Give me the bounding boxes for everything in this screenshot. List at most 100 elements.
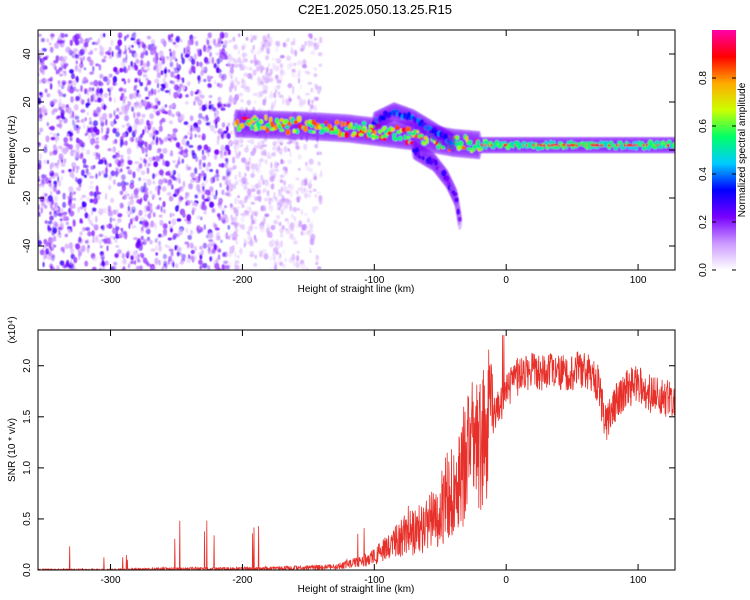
noise-blob (52, 144, 57, 150)
noise-blob (115, 45, 121, 50)
noise-blob (71, 174, 76, 180)
noise-blob (65, 107, 70, 113)
noise-blob (111, 218, 116, 222)
noise-blob (207, 32, 212, 39)
noise-blob (263, 253, 269, 260)
noise-blob (132, 209, 135, 214)
noise-blob (187, 123, 191, 128)
noise-blob (242, 58, 248, 63)
noise-blob (313, 37, 317, 41)
noise-blob (50, 266, 56, 270)
noise-blob (108, 174, 113, 181)
noise-blob (259, 90, 264, 98)
noise-blob (278, 82, 283, 86)
noise-blob (214, 80, 217, 85)
noise-blob (150, 220, 155, 228)
noise-blob (134, 77, 138, 83)
noise-blob (144, 146, 148, 154)
noise-blob (240, 85, 245, 89)
noise-blob (144, 205, 150, 211)
noise-blob (166, 135, 172, 139)
noise-blob (217, 128, 222, 135)
y-tick-label: 0 (22, 147, 33, 153)
noise-blob (131, 225, 137, 229)
noise-blob (184, 101, 189, 105)
noise-blob (121, 60, 126, 67)
noise-blob (60, 109, 65, 116)
noise-blob (49, 125, 55, 131)
noise-blob (99, 116, 105, 123)
noise-blob (170, 33, 174, 38)
noise-blob (268, 204, 274, 212)
noise-blob (115, 245, 120, 248)
noise-blob (129, 93, 134, 100)
noise-blob (138, 177, 142, 182)
noise-blob (89, 59, 94, 66)
noise-blob (155, 244, 158, 251)
noise-blob (78, 70, 82, 74)
noise-blob (84, 88, 88, 95)
noise-blob (98, 171, 101, 177)
noise-blob (124, 104, 130, 112)
noise-blob (188, 183, 194, 190)
noise-blob (286, 55, 292, 61)
noise-blob (115, 226, 120, 231)
noise-blob (51, 151, 54, 156)
noise-blob (211, 208, 216, 213)
noise-blob (87, 127, 91, 133)
noise-blob (241, 45, 245, 51)
noise-blob (317, 52, 323, 57)
noise-blob (275, 197, 278, 202)
noise-blob (165, 82, 169, 89)
noise-blob (253, 217, 258, 225)
noise-blob (145, 50, 149, 56)
noise-blob (187, 131, 191, 135)
noise-blob (153, 46, 157, 54)
noise-blob (217, 235, 221, 241)
noise-blob (162, 253, 167, 260)
noise-blob (113, 209, 117, 215)
noise-blob (246, 86, 251, 93)
noise-blob (168, 120, 173, 125)
noise-blob (272, 141, 277, 147)
noise-blob (187, 234, 192, 240)
noise-blob (263, 216, 266, 223)
noise-blob (216, 139, 220, 145)
noise-blob (90, 94, 93, 102)
noise-blob (176, 172, 181, 180)
noise-blob (144, 214, 147, 217)
noise-blob (206, 146, 211, 153)
noise-blob (48, 42, 52, 46)
noise-blob (185, 202, 188, 206)
noise-blob (186, 256, 191, 264)
noise-blob (113, 97, 116, 104)
noise-blob (46, 93, 51, 98)
noise-blob (194, 91, 199, 95)
noise-blob (167, 245, 171, 249)
noise-blob (225, 168, 230, 176)
noise-blob (42, 108, 48, 114)
noise-blob (124, 45, 127, 50)
noise-blob (211, 57, 215, 65)
noise-blob (246, 99, 251, 106)
noise-blob (176, 73, 180, 80)
noise-blob (168, 248, 174, 252)
noise-blob (85, 226, 91, 232)
noise-blob (39, 127, 44, 133)
noise-blob (88, 117, 92, 121)
y-tick-label: -40 (22, 238, 33, 253)
noise-blob (83, 174, 87, 178)
noise-blob (78, 183, 82, 188)
noise-blob (152, 105, 155, 109)
noise-blob (40, 181, 46, 185)
noise-blob (188, 144, 194, 148)
snr-frame (37, 329, 676, 571)
noise-blob (297, 45, 300, 51)
colorbar-label: Normalized spectral amplitude (737, 82, 748, 217)
noise-blob (235, 180, 239, 186)
noise-blob (95, 63, 100, 67)
noise-blob (300, 180, 304, 187)
noise-blob (253, 58, 259, 65)
noise-blob (165, 171, 171, 176)
noise-blob (171, 174, 175, 178)
